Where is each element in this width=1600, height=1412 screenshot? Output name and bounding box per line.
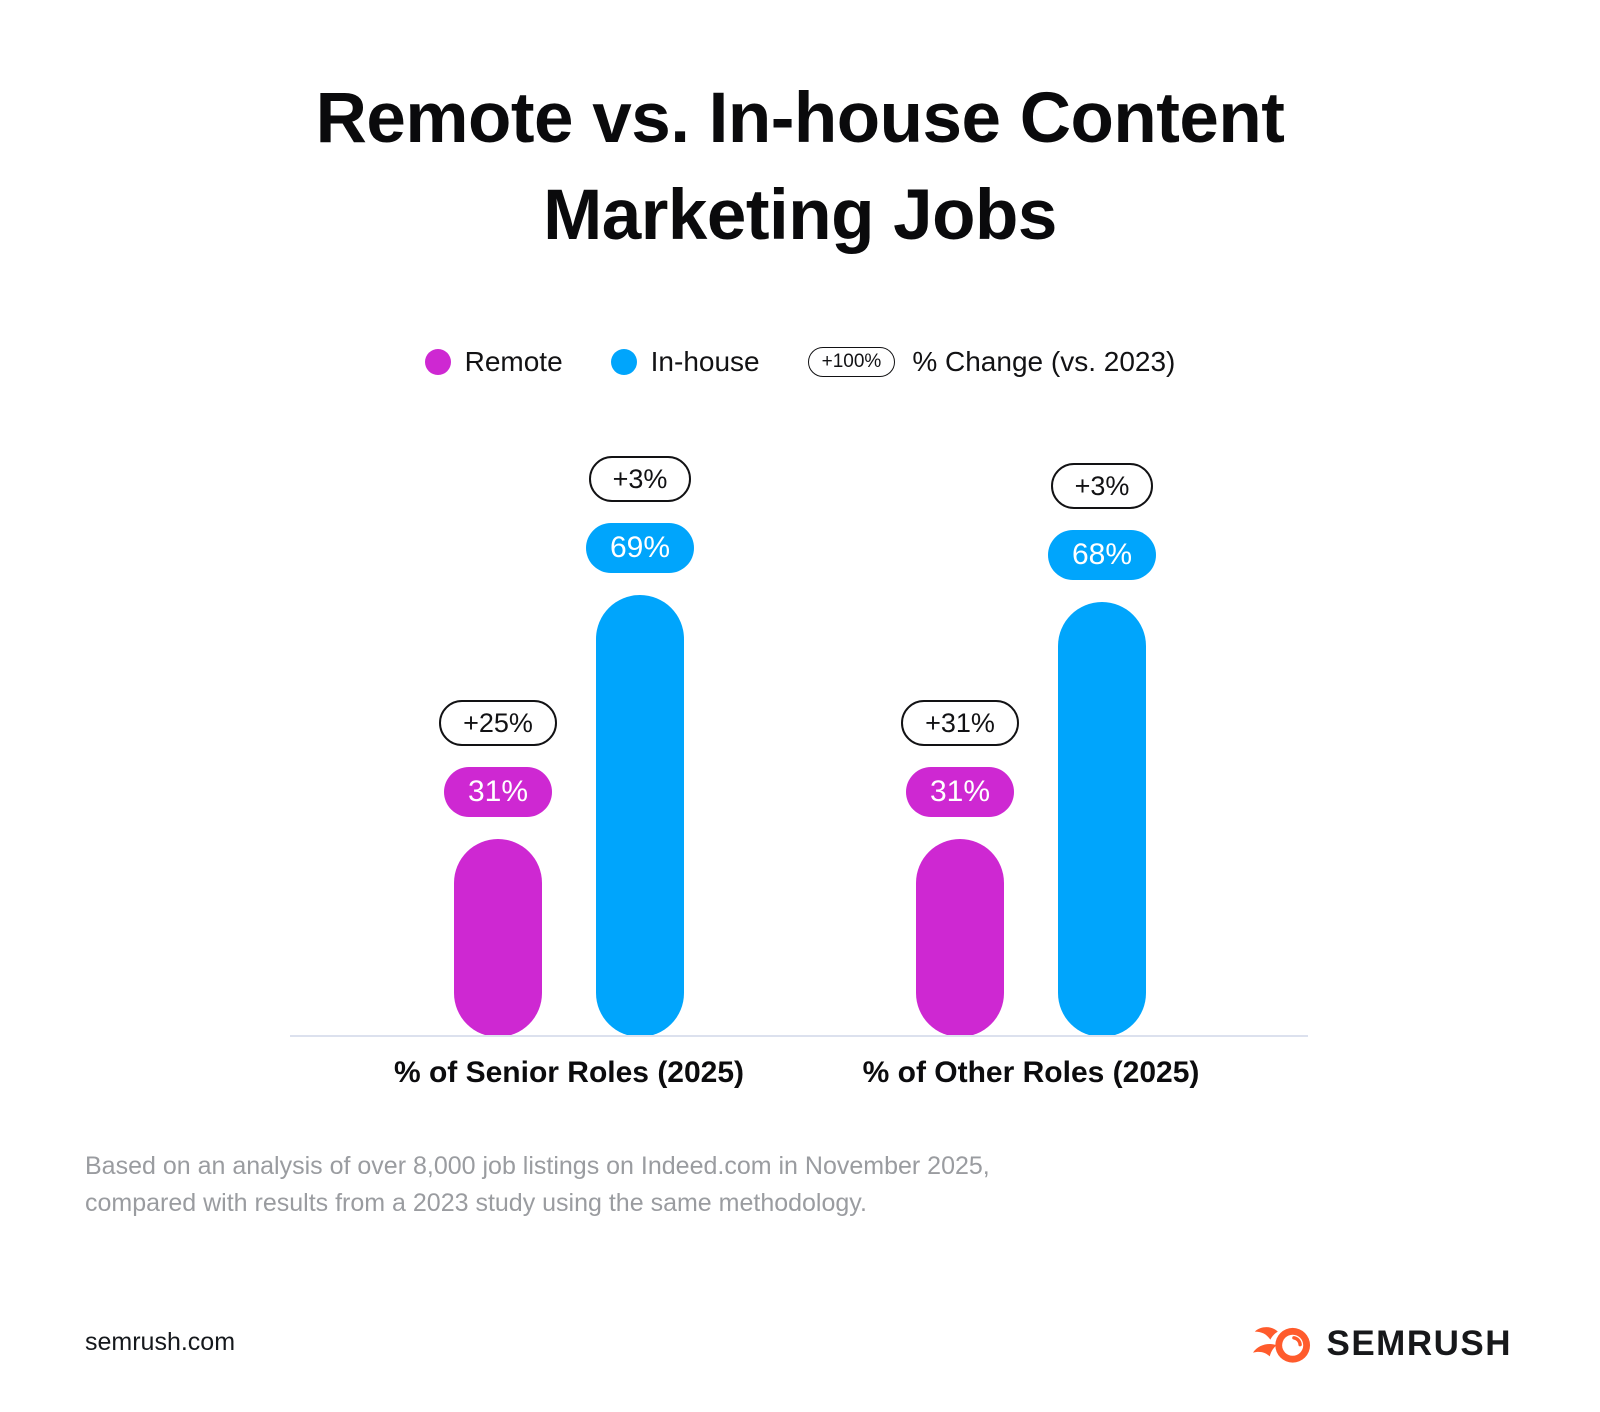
semrush-wordmark: SEMRUSH xyxy=(1326,1324,1512,1363)
semrush-flame-icon xyxy=(1253,1327,1311,1363)
legend: Remote In-house +100% % Change (vs. 2023… xyxy=(0,334,1600,390)
legend-label-change: % Change (vs. 2023) xyxy=(912,346,1176,377)
chart-group-1: +31% 31% +3% 68% xyxy=(800,463,1262,1037)
bar-column-remote-1: +31% 31% xyxy=(889,700,1031,1037)
bar-remote xyxy=(916,839,1004,1037)
value-label: 68% xyxy=(1047,530,1157,580)
chart-title-line-2: Marketing Jobs xyxy=(543,176,1057,255)
footnote-line-1: Based on an analysis of over 8,000 job l… xyxy=(85,1152,990,1180)
change-badge: +3% xyxy=(1050,463,1154,509)
change-badge: +3% xyxy=(588,456,692,502)
legend-item-remote: Remote xyxy=(424,346,563,378)
legend-item-change: +100% % Change (vs. 2023) xyxy=(807,346,1176,378)
category-label-1: % of Other Roles (2025) xyxy=(862,1056,1200,1089)
change-badge: +31% xyxy=(901,700,1019,746)
change-pill-example: +100% xyxy=(807,347,896,377)
chart-title: Remote vs. In-house Content Marketing Jo… xyxy=(0,70,1600,264)
chart-groups: +25% 31% +3% 69% +31% 31% +3% 68% xyxy=(0,440,1600,1037)
semrush-logo: SEMRUSH xyxy=(1253,1318,1512,1370)
value-label: 31% xyxy=(905,767,1015,817)
category-labels: % of Senior Roles (2025) % of Other Roles… xyxy=(0,1056,1600,1090)
bar-in-house xyxy=(1058,602,1146,1037)
chart-baseline xyxy=(290,1035,1308,1037)
remote-dot-icon xyxy=(424,349,451,375)
chart-title-line-1: Remote vs. In-house Content xyxy=(315,79,1285,158)
value-label: 31% xyxy=(443,767,553,817)
bar-in-house xyxy=(596,595,684,1037)
bar-remote xyxy=(454,839,542,1037)
chart-group-0: +25% 31% +3% 69% xyxy=(338,456,800,1037)
bar-column-in-house-1: +3% 68% xyxy=(1031,463,1173,1037)
legend-label-inhouse: In-house xyxy=(650,346,760,377)
legend-item-inhouse: In-house xyxy=(610,346,760,378)
source-url: semrush.com xyxy=(85,1328,236,1356)
inhouse-dot-icon xyxy=(610,349,637,375)
footnote-line-2: compared with results from a 2023 study … xyxy=(85,1189,867,1217)
legend-label-remote: Remote xyxy=(464,346,563,377)
footnote: Based on an analysis of over 8,000 job l… xyxy=(85,1148,990,1222)
category-label-0: % of Senior Roles (2025) xyxy=(393,1056,745,1089)
bar-column-in-house-0: +3% 69% xyxy=(569,456,711,1037)
bar-column-remote-0: +25% 31% xyxy=(427,700,569,1037)
change-badge: +25% xyxy=(439,700,557,746)
value-label: 69% xyxy=(585,523,695,573)
